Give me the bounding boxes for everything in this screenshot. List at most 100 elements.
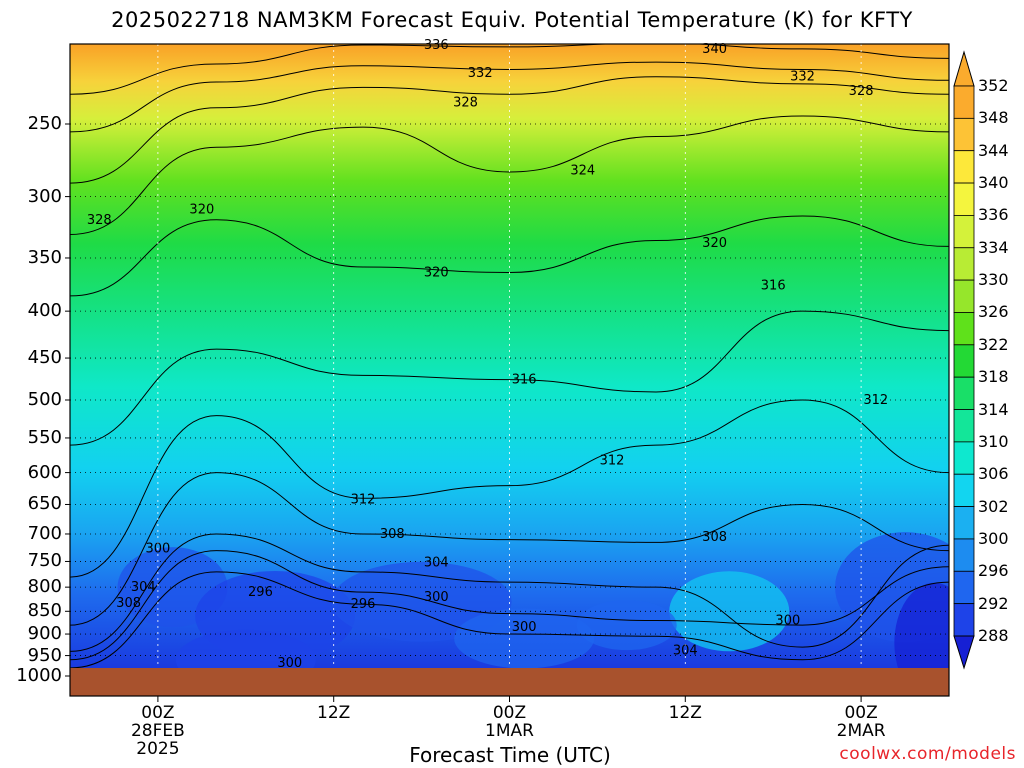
contour-label-7: 324 [570, 164, 595, 179]
y-tick-label-700: 700 [27, 522, 62, 544]
x-tick-label-3: 12Z [668, 703, 702, 723]
contour-label-18: 304 [424, 556, 449, 571]
credit-text: coolwx.com/models [839, 744, 1016, 764]
y-tick-label-400: 400 [27, 300, 62, 322]
colorbar-label-348: 348 [978, 108, 1009, 128]
y-tick-label-750: 750 [27, 550, 62, 572]
colorbar-label-330: 330 [978, 270, 1009, 290]
y-tick-label-550: 550 [27, 426, 62, 448]
y-tick-label-250: 250 [27, 113, 62, 134]
y-tick-label-850: 850 [27, 600, 62, 622]
y-tick-label-450: 450 [27, 347, 62, 369]
colorbar-bottom-arrow [953, 635, 975, 670]
contour-label-2: 332 [468, 66, 493, 81]
colorbar-swatch-348 [953, 117, 975, 152]
contour-label-27: 296 [351, 597, 376, 612]
x-tick-label-1: 12Z [317, 703, 351, 723]
contour-296 [70, 571, 949, 668]
contour-label-23: 300 [512, 620, 537, 635]
colorbar-swatch-300 [953, 538, 975, 572]
colorbar-swatch-326 [953, 312, 975, 346]
contour-label-28: 304 [673, 644, 698, 659]
contour-label-11: 316 [761, 278, 786, 293]
colorbar-label-340: 340 [978, 173, 1009, 193]
contour-label-3: 332 [790, 70, 815, 85]
y-tick-label-1000: 1000 [16, 665, 62, 686]
contour-label-5: 328 [849, 84, 874, 99]
contour-label-8: 320 [189, 203, 214, 218]
colorbar-label-334: 334 [978, 237, 1009, 257]
colorbar-swatch-296 [953, 570, 975, 605]
colorbar-label-336: 336 [978, 205, 1009, 225]
contour-300 [70, 550, 949, 661]
x-axis-label: Forecast Time (UTC) [409, 743, 611, 767]
colorbar-label-326: 326 [978, 302, 1009, 322]
contour-label-13: 312 [863, 393, 888, 408]
contour-308 [70, 472, 949, 626]
colorbar-swatch-340 [953, 182, 975, 216]
cold-pocket-8 [576, 600, 677, 651]
colorbar-swatch-306 [953, 473, 975, 507]
colorbar-label-302: 302 [978, 496, 1009, 516]
contour-label-1: 340 [702, 42, 727, 57]
contour-label-20: 308 [116, 596, 141, 611]
cold-pocket-4 [669, 571, 790, 652]
colorbar-swatch-310 [953, 441, 975, 475]
y-tick-label-650: 650 [27, 493, 62, 515]
colorbar-swatch-292 [953, 603, 975, 637]
colorbar-label-310: 310 [978, 431, 1009, 451]
contour-304 [70, 533, 949, 652]
colorbar-swatch-314 [953, 409, 975, 443]
chart-title: 2025022718 NAM3KM Forecast Equiv. Potent… [111, 8, 913, 32]
y-tick-label-500: 500 [27, 389, 62, 410]
contour-label-16: 308 [380, 527, 405, 542]
cold-pocket-6 [894, 582, 949, 668]
colorbar-top-arrow [953, 50, 975, 87]
contour-label-15: 312 [351, 493, 376, 508]
contour-label-12: 316 [512, 373, 537, 388]
y-tick-label-300: 300 [27, 185, 62, 207]
y-tick-label-900: 900 [27, 623, 62, 645]
x-tick-label-2: 00Z 1MAR [485, 703, 534, 741]
colorbar-swatch-334 [953, 247, 975, 281]
y-tick-label-950: 950 [27, 644, 62, 666]
colorbar-swatch-336 [953, 215, 975, 249]
colorbar-label-352: 352 [978, 76, 1009, 95]
terrain-band [70, 668, 949, 696]
contour-label-26: 296 [248, 585, 273, 600]
colorbar-label-292: 292 [978, 593, 1009, 613]
colorbar-label-314: 314 [978, 399, 1009, 419]
x-tick-label-0: 00Z 28FEB 2025 [130, 703, 185, 759]
contour-label-22: 300 [424, 590, 449, 605]
cold-pocket-7 [175, 629, 316, 668]
contour-label-24: 300 [775, 614, 800, 629]
contour-label-21: 300 [145, 541, 170, 556]
contour-336 [70, 44, 949, 95]
contour-label-10: 320 [702, 236, 727, 251]
colorbar-swatch-352 [953, 85, 975, 119]
colorbar-swatch-322 [953, 344, 975, 378]
contour-label-0: 336 [424, 38, 449, 53]
contour-label-17: 308 [702, 530, 727, 545]
contour-328 [70, 76, 949, 184]
contour-label-4: 328 [453, 96, 478, 111]
colorbar-label-322: 322 [978, 334, 1009, 354]
y-tick-label-350: 350 [27, 246, 62, 268]
cold-pocket-3 [454, 608, 595, 668]
colorbar-label-306: 306 [978, 464, 1009, 484]
y-tick-label-600: 600 [27, 461, 62, 483]
contour-label-14: 312 [600, 453, 625, 468]
y-tick-label-800: 800 [27, 576, 62, 598]
contour-324 [70, 115, 949, 236]
x-tick-label-4: 00Z 2MAR [836, 703, 886, 741]
colorbar-label-296: 296 [978, 561, 1009, 581]
contour-label-9: 320 [424, 265, 449, 280]
colorbar-swatch-302 [953, 506, 975, 540]
contour-label-19: 304 [131, 580, 156, 595]
colorbar-label-300: 300 [978, 528, 1009, 548]
contour-label-25: 300 [277, 656, 302, 671]
contour-312 [70, 399, 949, 578]
colorbar-swatch-318 [953, 376, 975, 410]
colorbar-swatch-344 [953, 150, 975, 184]
